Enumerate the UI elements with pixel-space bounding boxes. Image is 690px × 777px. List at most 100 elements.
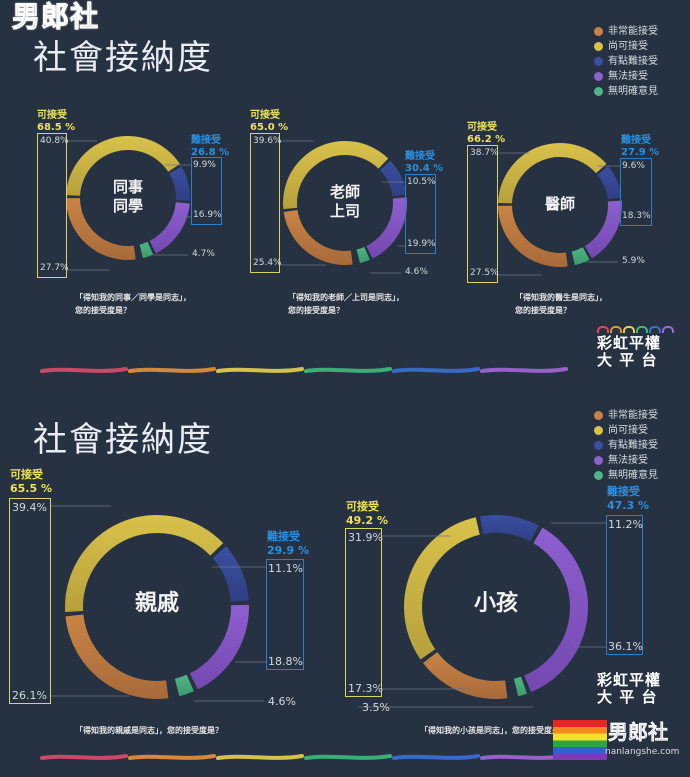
- donut-segment-3-3: [597, 166, 622, 200]
- donut-segment-3-1: [498, 205, 568, 267]
- reject-summary: 難接受 29.9 %: [267, 530, 309, 558]
- legend-dot-icon: [594, 441, 603, 450]
- center-label: 醫師: [500, 195, 620, 214]
- donut-segment-1-4: [149, 202, 190, 254]
- center-label: 親戚: [97, 591, 217, 616]
- value-label-unacceptable: 18.3%: [622, 211, 651, 221]
- legend-dot-icon: [594, 72, 603, 81]
- center-label-line: 親戚: [134, 591, 179, 616]
- watermark-bottom: 男郎社 nanlangshe.com: [553, 716, 690, 766]
- reject-box: [620, 158, 652, 226]
- donut-segment-1-3: [169, 166, 190, 201]
- value-label-acceptable: 40.8%: [40, 136, 69, 146]
- legend-item: 尚可接受: [594, 423, 658, 438]
- donut-segment-5-5: [513, 676, 528, 697]
- accept-summary: 可接受 49.2 %: [346, 500, 388, 528]
- center-label: 小孩: [436, 593, 556, 615]
- chart-caption: 「得知我的小孩是同志」，您的接受度是？: [420, 724, 568, 737]
- decorative-wave-line: [216, 754, 304, 760]
- reject-label: 難接受: [267, 530, 300, 543]
- legend-dot-icon: [594, 471, 603, 480]
- reject-value: 47.3 %: [607, 499, 649, 512]
- value-label-somewhat-hard: 10.5%: [407, 177, 436, 187]
- donut-segment-5-4: [524, 527, 588, 693]
- accept-label: 可接受: [467, 122, 497, 133]
- decorative-wave-line: [304, 367, 392, 373]
- donut-segment-5-3: [480, 515, 539, 542]
- watermark-top: 男郎社: [11, 0, 100, 34]
- donut-segment-4-1: [65, 614, 169, 700]
- section-title-1: 社會接納度: [33, 38, 213, 78]
- caption-line: 您的接受度是？: [75, 306, 131, 315]
- accept-label: 可接受: [346, 500, 379, 513]
- accept-box: [345, 528, 382, 697]
- value-label-unacceptable: 19.9%: [407, 239, 436, 249]
- donut-segment-2-2: [282, 140, 389, 210]
- donut-segment-4-5: [174, 674, 194, 697]
- donut-segment-5-1: [423, 652, 508, 699]
- value-label-acceptable: 39.4%: [12, 501, 47, 514]
- chart-caption: 「得知我的同事／同學是同志」， 您的接受度是？: [75, 291, 191, 317]
- donut-segment-1-5: [139, 241, 154, 259]
- decorative-wave-line: [480, 367, 568, 373]
- donut-segment-1-1: [66, 198, 136, 260]
- value-label-somewhat-hard: 11.1%: [268, 562, 303, 575]
- value-label-acceptable: 38.7%: [470, 148, 499, 158]
- legend-item: 非常能接受: [594, 408, 658, 423]
- legend-item: 非常能接受: [594, 24, 658, 39]
- center-label-line: 上司: [329, 202, 360, 220]
- logo-top: 彩虹平權 大 平 台: [597, 326, 674, 369]
- reject-summary: 難接受 30.4 %: [405, 151, 443, 175]
- legend-dot-icon: [594, 57, 603, 66]
- value-label-unacceptable: 16.9%: [193, 210, 222, 220]
- reject-box: [606, 515, 643, 655]
- donut-segment-2-3: [380, 160, 407, 197]
- reject-label: 難接受: [191, 135, 221, 146]
- accept-box: [467, 145, 498, 283]
- caption-line: 您的接受度是？: [288, 306, 344, 315]
- reject-value: 30.4 %: [405, 163, 444, 174]
- center-label: 老師 上司: [285, 183, 405, 221]
- accept-box: [37, 133, 67, 278]
- rainbow-arcs-icon: [597, 326, 674, 333]
- legend-dot-icon: [594, 42, 603, 51]
- accept-value: 65.0 %: [250, 122, 289, 133]
- legend-dot-icon: [594, 426, 603, 435]
- legend-dot-icon: [594, 411, 603, 420]
- value-label-acceptable: 31.9%: [348, 531, 383, 544]
- reject-summary: 難接受 26.8 %: [191, 135, 229, 159]
- legend-item: 無明確意見: [594, 84, 658, 99]
- accept-value: 49.2 %: [346, 514, 388, 527]
- accept-value: 66.2 %: [467, 134, 506, 145]
- reject-label: 難接受: [405, 151, 435, 162]
- legend-item: 有點難接受: [594, 438, 658, 453]
- chart-caption: 「得知我的醫生是同志」， 您的接受度是？: [515, 291, 607, 317]
- value-label-no-opinion: 4.6%: [405, 267, 428, 277]
- value-label-no-opinion: 5.9%: [622, 256, 645, 266]
- donut-segment-2-1: [283, 209, 353, 265]
- logo-bottom: 彩虹平權 大 平 台: [597, 671, 662, 706]
- legend-1: 非常能接受 尚可接受 有點難接受 無法接受 無明確意見: [594, 24, 658, 99]
- value-label-somewhat-hard: 9.6%: [622, 161, 645, 171]
- donut-segment-5-2: [403, 517, 480, 660]
- accept-label: 可接受: [10, 468, 43, 481]
- reject-box: [266, 559, 304, 670]
- center-label-line: 同學: [112, 197, 143, 215]
- chart-caption: 「得知我的老師／上司是同志」， 您的接受度是？: [288, 291, 404, 317]
- value-label-very-acceptable: 25.4%: [253, 258, 282, 268]
- decorative-wave-line: [392, 367, 480, 373]
- reject-value: 26.8 %: [191, 147, 230, 158]
- accept-box: [9, 498, 51, 704]
- reject-value: 27.9 %: [621, 147, 660, 158]
- accept-value: 65.5 %: [10, 482, 52, 495]
- value-label-very-acceptable: 17.3%: [348, 682, 383, 695]
- caption-line: 「得知我的親戚是同志」，您的接受度是？: [75, 726, 223, 735]
- reject-summary: 難接受 27.9 %: [621, 135, 659, 159]
- accept-value: 68.5 %: [37, 122, 76, 133]
- decorative-wave-line: [304, 754, 392, 760]
- center-label-line: 老師: [329, 183, 360, 201]
- caption-line: 您的接受度是？: [515, 306, 571, 315]
- decorative-wave-line: [40, 367, 128, 373]
- decorative-wave-line: [128, 367, 216, 373]
- legend-dot-icon: [594, 456, 603, 465]
